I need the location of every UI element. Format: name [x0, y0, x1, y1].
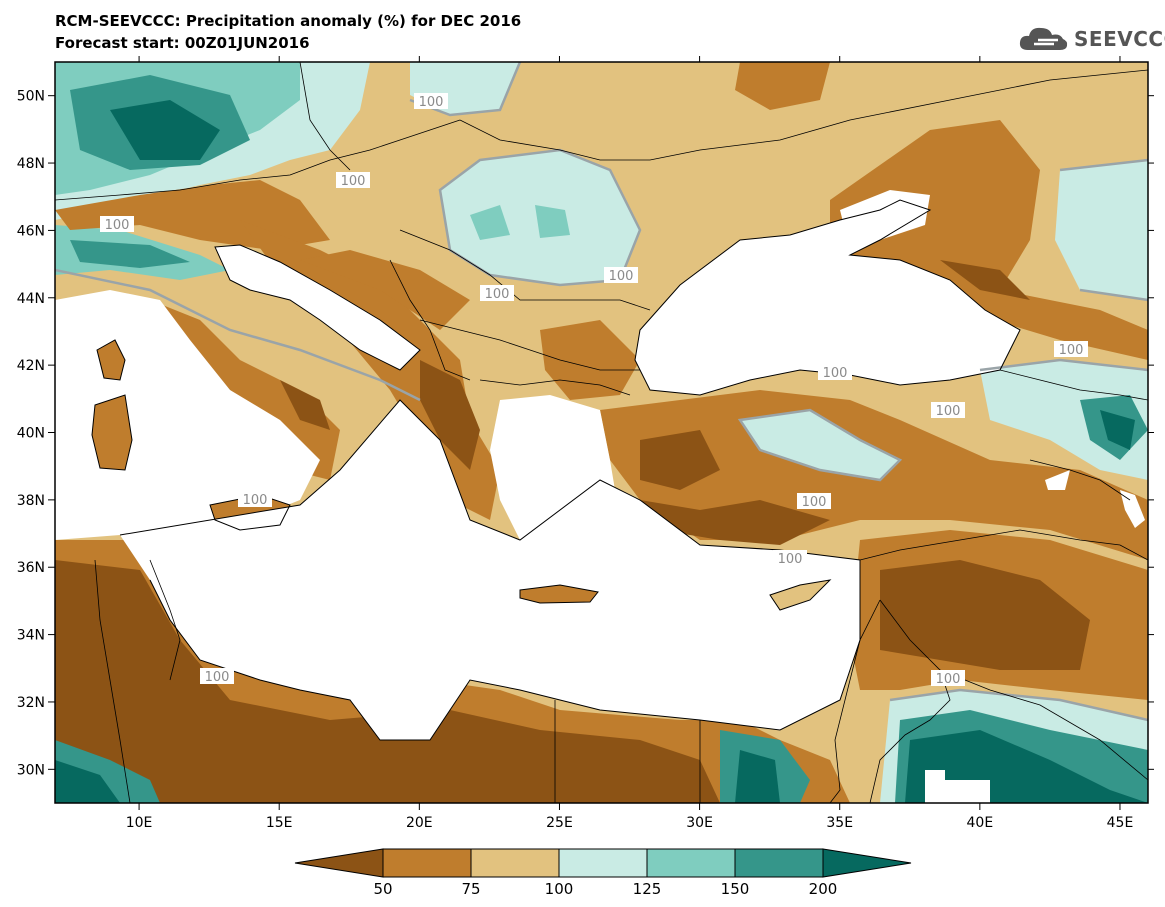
colorbar-segment [822, 848, 912, 878]
adriatic-sea [215, 245, 420, 370]
lat-tick-label: 40N [17, 426, 45, 442]
lon-tick-label: 35E [826, 815, 853, 831]
chart-title: RCM-SEEVCCC: Precipitation anomaly (%) f… [55, 12, 522, 30]
colorbar-label: 150 [721, 880, 750, 898]
lon-tick-label: 10E [126, 815, 153, 831]
contour-label: 100 [802, 495, 827, 510]
lon-tick-label: 45E [1107, 815, 1134, 831]
colorbar-label: 50 [373, 880, 392, 898]
contour-labels: 100 100 100 100 100 100 100 100 100 100 … [100, 93, 1088, 687]
contour-label: 100 [485, 287, 510, 302]
lat-tick-label: 38N [17, 493, 45, 509]
colorbar-label: 125 [633, 880, 662, 898]
forecast-start-subtitle: Forecast start: 00Z01JUN2016 [55, 34, 310, 52]
colorbar: 50 75 100 125 150 200 [294, 848, 912, 898]
corsica [97, 340, 125, 380]
lon-tick-label: 30E [686, 815, 713, 831]
logo-text: SEEVCCC [1074, 27, 1165, 51]
lat-tick-label: 34N [17, 628, 45, 644]
lon-tick-label: 40E [967, 815, 994, 831]
contour-label: 100 [778, 552, 803, 567]
lat-tick-label: 42N [17, 358, 45, 374]
lon-tick-label: 25E [546, 815, 573, 831]
map-fields [55, 62, 1148, 803]
lon-tick-label: 15E [266, 815, 293, 831]
colorbar-segment [382, 848, 472, 878]
contour-label: 100 [341, 174, 366, 189]
contour-label: 100 [1059, 343, 1084, 358]
colorbar-segment [294, 848, 384, 878]
aegean-sea [490, 395, 620, 545]
contour-label: 100 [823, 366, 848, 381]
contour-label: 100 [419, 95, 444, 110]
lon-tick-label: 20E [406, 815, 433, 831]
latitude-axis: 50N 48N 46N 44N 42N 40N 38N 36N 34N 32N 30N [17, 89, 1154, 778]
seevccc-logo: SEEVCCC [1018, 22, 1165, 56]
lat-tick-label: 48N [17, 156, 45, 172]
lat-tick-label: 50N [17, 89, 45, 105]
contour-label: 100 [936, 672, 961, 687]
contour-label: 100 [243, 493, 268, 508]
contour-label: 100 [936, 404, 961, 419]
contour-label: 100 [105, 218, 130, 233]
lat-tick-label: 46N [17, 223, 45, 239]
lat-tick-label: 32N [17, 695, 45, 711]
sardinia [92, 395, 132, 470]
colorbar-segment [558, 848, 648, 878]
longitude-axis: 10E 15E 20E 25E 30E 35E 40E 45E [126, 56, 1134, 831]
colorbar-label: 100 [545, 880, 574, 898]
colorbar-segment [646, 848, 736, 878]
colorbar-segment [470, 848, 560, 878]
crete [520, 585, 598, 603]
black-sea [635, 200, 1020, 395]
contour-label: 100 [205, 670, 230, 685]
lat-tick-label: 36N [17, 560, 45, 576]
lat-tick-label: 30N [17, 762, 45, 778]
lat-tick-label: 44N [17, 291, 45, 307]
colorbar-label: 200 [809, 880, 838, 898]
cloud-icon [1019, 27, 1068, 50]
colorbar-segment [734, 848, 824, 878]
contour-label: 100 [609, 269, 634, 284]
mediterranean-sea [120, 400, 860, 740]
colorbar-label: 75 [461, 880, 480, 898]
cyprus [770, 580, 830, 610]
